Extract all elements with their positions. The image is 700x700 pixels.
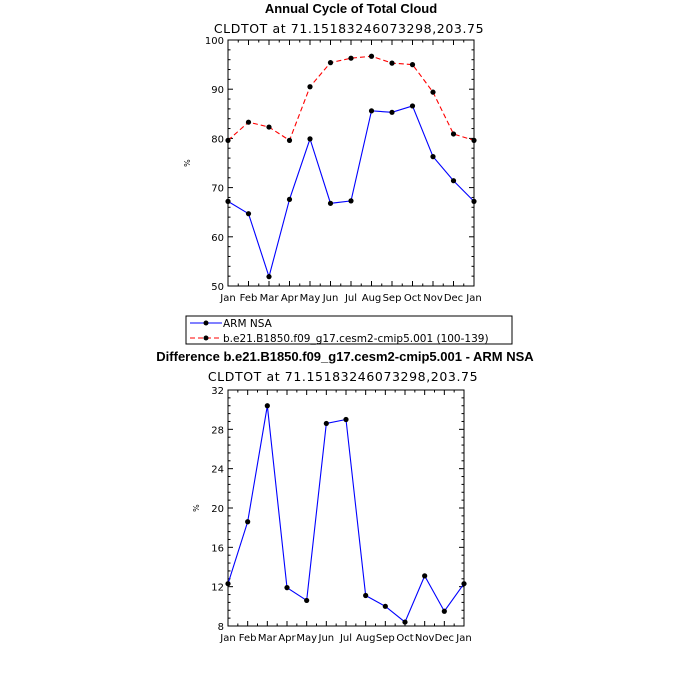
bottom-chart-series-0-point — [264, 403, 270, 409]
top-chart-series-0-point — [307, 136, 313, 142]
top-chart-y-tick-label: 60 — [211, 233, 224, 244]
bottom-chart-series-0-point — [245, 519, 251, 525]
top-chart-series-0-point — [389, 109, 395, 115]
top-chart-series-0-point — [368, 108, 375, 114]
bottom-chart-x-tick-label: Dec — [435, 633, 454, 644]
bottom-chart-series-0-point — [402, 619, 408, 625]
top-chart-series-1-point — [368, 53, 375, 59]
bottom-chart-frame — [227, 389, 465, 627]
top-chart-series-0-point — [225, 198, 231, 204]
bottom-chart-series-0-point — [284, 585, 290, 591]
bottom-chart-y-tick-label: 24 — [211, 465, 224, 476]
top-chart-series-0-point — [266, 274, 272, 280]
top-chart-series-0-point — [348, 198, 354, 204]
bottom-chart-x-tick-label: Oct — [396, 633, 413, 644]
bottom-chart-x-tick-label: May — [296, 633, 317, 644]
top-chart-x-tick-label: May — [300, 293, 321, 304]
legend-marker-cesm2 — [203, 335, 209, 341]
top-chart-series-1-point — [225, 137, 231, 143]
top-chart-series-0-point — [471, 198, 477, 204]
bottom-chart-x-tick-label: Jan — [219, 633, 235, 644]
bottom-chart-series-0-point — [422, 573, 428, 579]
bottom-chart-x-tick-label: Jan — [455, 633, 471, 644]
bottom-chart-title: Difference b.e21.B1850.f09_g17.cesm2-cmi… — [156, 349, 534, 364]
top-chart-series-0-point — [327, 200, 334, 206]
bottom-chart-x-tick-label: Mar — [258, 633, 278, 644]
bottom-chart-series-0-point — [461, 581, 467, 587]
top-chart-x-tick-label: Dec — [444, 293, 463, 304]
top-chart-series-1-point — [450, 131, 457, 137]
top-chart-y-tick-label: 70 — [211, 184, 224, 195]
bottom-chart-y-tick-label: 12 — [211, 583, 224, 594]
top-chart-series-1-point — [348, 55, 354, 61]
top-chart-series-1-point — [430, 89, 436, 95]
bottom-chart-x-tick-label: Jun — [318, 633, 335, 644]
top-chart-x-tick-label: Jun — [322, 293, 339, 304]
bottom-chart-y-tick-label: 28 — [211, 425, 224, 436]
top-chart-x-tick-label: Apr — [281, 293, 299, 304]
top-chart-series-line-1 — [227, 55, 475, 142]
top-chart-legend: ARM NSA b.e21.B1850.f09_g17.cesm2-cmip5.… — [185, 315, 513, 345]
top-chart-series-1-point — [245, 119, 252, 125]
top-chart-x-tick-label: Sep — [383, 293, 402, 304]
top-chart-subtitle: CLDTOT at 71.15183246073298,203.75 — [214, 21, 484, 36]
top-chart-y-tick-label: 80 — [211, 134, 224, 145]
top-chart-y-tick-label: 100 — [205, 36, 224, 47]
bottom-chart-series-0-point — [363, 592, 369, 599]
top-chart-y-tick-label: 50 — [211, 282, 224, 293]
top-plot-area: Jan Feb Mar Apr May Jun Jul Aug Sep Oct Nov Dec Jan5… — [205, 36, 482, 304]
bottom-chart-y-tick-label: 16 — [211, 543, 224, 554]
top-chart-title: Annual Cycle of Total Cloud — [265, 1, 437, 16]
bottom-chart-x-tick-label: Nov — [415, 633, 435, 644]
top-chart-x-tick-label: Mar — [260, 293, 280, 304]
top-chart-frame — [227, 39, 475, 287]
top-chart-series-0-point — [409, 103, 416, 109]
top-chart-series-1-point — [471, 137, 477, 143]
bottom-chart-y-tick-label: 32 — [211, 386, 224, 397]
top-chart-series-1-point — [286, 137, 293, 143]
top-chart-series-0-point — [286, 196, 293, 203]
top-chart-x-tick-label: Feb — [240, 293, 258, 304]
bottom-plot-area: Jan Feb Mar Apr May Jun Jul Aug Sep Oct Nov Dec Jan8… — [211, 386, 471, 644]
top-chart-ylabel: % — [183, 159, 192, 167]
bottom-chart-series-0-point — [382, 603, 388, 609]
bottom-chart-series-0-point — [323, 420, 329, 427]
legend-label-cesm2: b.e21.B1850.f09_g17.cesm2-cmip5.001 (100… — [223, 333, 489, 345]
bottom-chart-series-0-point — [304, 597, 310, 604]
bottom-chart-series-0-point — [343, 416, 349, 423]
top-chart-y-tick-label: 90 — [211, 85, 224, 96]
top-chart-x-tick-label: Oct — [404, 293, 421, 304]
bottom-chart-x-tick-label: Jul — [339, 633, 352, 644]
top-chart-x-tick-label: Jan — [219, 293, 235, 304]
legend-marker-arm-nsa — [203, 320, 209, 326]
legend-label-arm-nsa: ARM NSA — [223, 318, 273, 330]
bottom-chart-y-tick-label: 8 — [218, 622, 224, 633]
top-chart-x-tick-label: Jan — [465, 293, 481, 304]
bottom-chart-x-tick-label: Aug — [356, 633, 376, 644]
bottom-chart-x-tick-label: Apr — [278, 633, 296, 644]
legend-box — [185, 315, 513, 345]
top-chart-x-tick-label: Nov — [423, 293, 443, 304]
top-chart-series-1-point — [266, 124, 272, 130]
top-chart-series-0-point — [430, 154, 436, 160]
bottom-chart-series-0-point — [225, 581, 231, 587]
bottom-chart-series-0-point — [441, 608, 447, 614]
top-chart-series-1-point — [389, 60, 395, 66]
top-chart-series-1-point — [409, 62, 416, 68]
top-chart-x-tick-label: Aug — [362, 293, 382, 304]
bottom-chart-x-tick-label: Sep — [376, 633, 395, 644]
bottom-chart-ylabel: % — [192, 504, 201, 512]
top-chart-series-1-point — [307, 84, 313, 90]
top-chart-series-1-point — [327, 60, 334, 66]
top-chart-x-tick-label: Jul — [344, 293, 357, 304]
top-chart-series-line-0 — [227, 105, 475, 279]
bottom-chart-x-tick-label: Feb — [239, 633, 257, 644]
bottom-chart-series-line-0 — [227, 405, 465, 623]
bottom-chart-y-tick-label: 20 — [211, 504, 224, 515]
bottom-chart-subtitle: CLDTOT at 71.15183246073298,203.75 — [208, 369, 478, 384]
top-chart-series-0-point — [245, 211, 252, 217]
top-chart-series-0-point — [450, 178, 457, 184]
